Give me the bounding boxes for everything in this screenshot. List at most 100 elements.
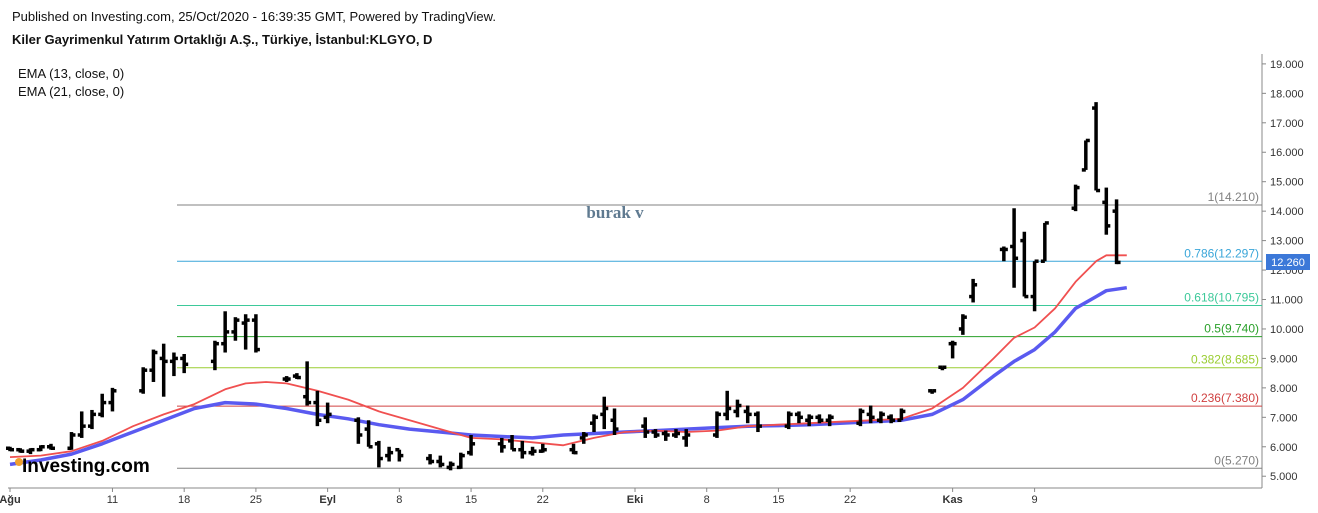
- y-tick-label: 7.000: [1270, 412, 1298, 424]
- ohlc-bar: [251, 314, 260, 353]
- ohlc-bar: [436, 455, 445, 468]
- legend-ema21: EMA (21, close, 0): [18, 84, 125, 99]
- ohlc-bar: [364, 420, 373, 449]
- axes-layer: 5.000 6.000 7.000 8.000 9.000 10.000 11.000 12.…: [0, 54, 1304, 506]
- x-tick-label: 18: [178, 494, 190, 506]
- ohlc-bar: [1020, 231, 1029, 299]
- ohlc-bar: [610, 408, 619, 435]
- ohlc-bar: [733, 399, 742, 418]
- ohlc-bar: [36, 445, 45, 452]
- ohlc-bar: [354, 417, 363, 444]
- ohlc-bar: [1030, 259, 1039, 312]
- ohlc-bar: [508, 434, 517, 452]
- x-tick-label: Eyl: [319, 494, 336, 506]
- y-tick-label: 19.000: [1270, 59, 1304, 71]
- y-tick-label: 6.000: [1270, 442, 1298, 454]
- ohlc-bar: [6, 446, 14, 452]
- fib-label-0_382: 0.382(8.685): [1191, 353, 1259, 367]
- ohlc-bar: [1010, 208, 1019, 288]
- ohlc-bar: [180, 353, 189, 374]
- ohlc-bar: [374, 440, 383, 468]
- ohlc-bar: [579, 432, 588, 444]
- legend-ema13: EMA (13, close, 0): [18, 66, 125, 81]
- ohlc-bar: [282, 376, 291, 382]
- y-tick-label: 16.000: [1270, 147, 1304, 159]
- y-tick-label: 17.000: [1270, 118, 1304, 130]
- ohlc-bar: [887, 414, 896, 424]
- ohlc-bar: [866, 405, 875, 424]
- ohlc-bar: [1102, 187, 1111, 235]
- ohlc-bar: [26, 447, 35, 455]
- ohlc-bar: [518, 440, 527, 459]
- x-tick-label: Eki: [627, 494, 644, 506]
- y-tick-label: 15.000: [1270, 177, 1304, 189]
- chart-title: Kiler Gayrimenkul Yatırım Ortaklığı A.Ş.…: [12, 32, 433, 47]
- fib-label-0: 0(5.270): [1214, 453, 1259, 467]
- fib-label-0_5: 0.5(9.740): [1204, 322, 1259, 336]
- ohlc-bar: [108, 387, 117, 412]
- ohlc-bar: [98, 393, 107, 418]
- y-tick-label: 5.000: [1270, 471, 1298, 483]
- ohlc-bar: [682, 429, 691, 447]
- ohlc-bar: [446, 461, 455, 471]
- x-tick-label: 15: [465, 494, 477, 506]
- ohlc-bar: [241, 314, 250, 350]
- y-tick-label: 10.000: [1270, 324, 1304, 336]
- ohlc-bar: [467, 434, 476, 456]
- x-tick-label: 25: [250, 494, 262, 506]
- price-tag-label: 12.260: [1271, 257, 1305, 269]
- ohlc-bar: [805, 414, 814, 427]
- ohlc-bar: [743, 405, 752, 424]
- price-tag-bg: [1266, 254, 1310, 270]
- y-tick-label: 18.000: [1270, 88, 1304, 100]
- x-tick-label: 22: [844, 494, 856, 506]
- ema21-line: [9, 285, 1128, 467]
- ohlc-bar: [938, 365, 947, 371]
- ohlc-bar: [1040, 221, 1049, 263]
- ohlc-bar: [77, 411, 86, 438]
- y-tick-label: 8.000: [1270, 383, 1298, 395]
- ohlc-bar: [87, 409, 96, 430]
- chart-annotation: burak v: [586, 203, 644, 222]
- ohlc-bar: [897, 408, 906, 423]
- fib-label-1: 1(14.210): [1208, 190, 1259, 204]
- x-tick-label: 8: [704, 494, 710, 506]
- ohlc-bar: [456, 452, 465, 470]
- logo-dot-icon: [15, 458, 23, 466]
- ohlc-bar: [426, 454, 435, 465]
- ohlc-bar: [651, 429, 660, 438]
- ohlc-bar: [723, 390, 732, 421]
- fib-label-0_236: 0.236(7.380): [1191, 391, 1259, 405]
- x-tick-label: 9: [1032, 494, 1038, 506]
- y-tick-label: 11.000: [1270, 295, 1303, 307]
- x-tick-label: 11: [107, 494, 118, 506]
- last-price-tag: 12.260: [1266, 254, 1310, 270]
- ohlc-bar: [928, 389, 937, 394]
- ohlc-bar: [569, 443, 578, 455]
- ohlc-bars: [6, 102, 1121, 471]
- logo-text: Investing.com: [22, 456, 150, 477]
- fibonacci-levels: 1(14.210) 0.786(12.297) 0.618(10.795) 0.5(9…: [177, 190, 1262, 469]
- ema-lines: [9, 254, 1128, 467]
- ohlc-bar: [149, 349, 158, 382]
- x-tick-label: 22: [537, 494, 549, 506]
- ohlc-bar: [303, 361, 312, 406]
- ohlc-bar: [590, 414, 599, 433]
- x-tick-label: Ağu: [0, 494, 21, 506]
- ohlc-bar: [969, 278, 978, 303]
- ohlc-bar: [825, 414, 834, 427]
- ohlc-bar: [784, 411, 793, 430]
- ema13-line: [9, 254, 1127, 458]
- x-tick-label: Kas: [943, 494, 963, 506]
- ohlc-bar: [600, 396, 609, 430]
- ohlc-bar: [712, 411, 721, 438]
- ohlc-bar: [538, 443, 547, 453]
- ohlc-bar: [139, 367, 148, 394]
- ohlc-bar: [794, 411, 803, 424]
- ohlc-bar: [323, 402, 332, 424]
- y-tick-label: 9.000: [1270, 353, 1298, 365]
- ohlc-bar: [1112, 199, 1121, 265]
- ohlc-bar: [948, 340, 957, 359]
- ohlc-bar: [753, 411, 762, 433]
